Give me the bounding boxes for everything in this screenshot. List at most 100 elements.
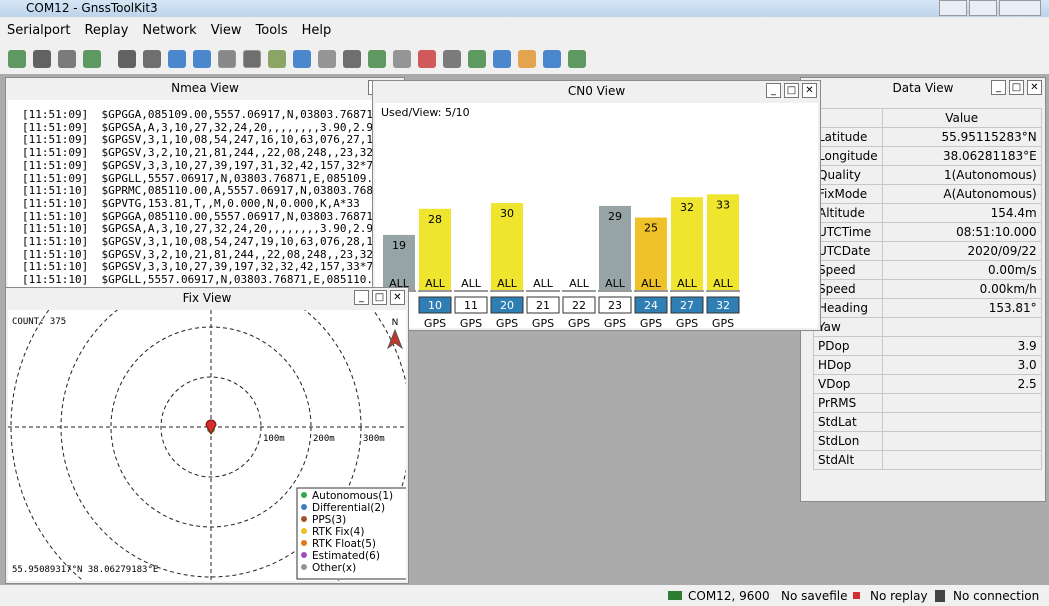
field-name: Speed (813, 260, 883, 280)
toolbar-button[interactable] (83, 50, 101, 68)
nmea-window: Nmea View _□ [11:51:09] $GPGGA,085109.00… (5, 77, 405, 302)
toolbar-button[interactable] (318, 50, 336, 68)
maximize-button[interactable]: □ (784, 83, 799, 98)
field-name: StdLat (813, 412, 883, 432)
toolbar-button[interactable] (368, 50, 386, 68)
cn0-bar (419, 208, 451, 290)
sat-id-box (598, 296, 632, 314)
field-name: FixMode (813, 184, 883, 204)
maximize-button[interactable]: □ (372, 290, 387, 305)
sat-id: 32 (716, 299, 730, 312)
nmea-line: [11:51:09] $GPGLL,5557.06917,N,03803.768… (22, 171, 402, 185)
toolbar-button[interactable] (343, 50, 361, 68)
sat-system: GPS (460, 317, 482, 328)
menu-item[interactable]: View (210, 23, 242, 38)
toolbar-button[interactable] (443, 50, 461, 68)
field-name: StdAlt (813, 450, 883, 470)
menu-item[interactable]: Replay (84, 23, 129, 38)
toolbar-button[interactable] (33, 50, 51, 68)
field-value: 2020/09/22 (881, 241, 1042, 261)
cn0-bar (383, 234, 415, 290)
legend-swatch (301, 552, 307, 558)
toolbar-button[interactable] (468, 50, 486, 68)
minimize-button[interactable] (939, 0, 967, 16)
maximize-button[interactable] (969, 0, 997, 16)
field-name: Latitude (813, 127, 883, 147)
field-name: UTCDate (813, 241, 883, 261)
data-row: Speed 0.00km/h (813, 279, 1042, 299)
toolbar-button[interactable] (543, 50, 561, 68)
minimize-button[interactable]: _ (766, 83, 781, 98)
field-value (881, 317, 1042, 337)
toolbar-button[interactable] (418, 50, 436, 68)
nmea-line: [11:51:09] $GPGSV,3,3,10,27,39,197,31,32… (22, 158, 380, 172)
nmea-line: [11:51:09] $GPGSV,3,1,10,08,54,247,16,10… (22, 133, 402, 147)
cn0-label: 32 (680, 201, 694, 214)
toolbar-button[interactable] (518, 50, 536, 68)
fix-count: COUNT: 375 (12, 317, 66, 327)
sat-system: GPS (712, 317, 734, 328)
group-label: ALL (461, 277, 482, 290)
close-button[interactable]: ✕ (802, 83, 817, 98)
position-pin (205, 419, 217, 436)
field-name: PrRMS (813, 393, 883, 413)
data-table: Value Latitude 55.95115283°N Longitude 38.0… (813, 108, 1042, 470)
sat-id-box (418, 296, 452, 314)
sat-system: GPS (496, 317, 518, 328)
toolbar-button[interactable] (218, 50, 236, 68)
data-row: Speed 0.00m/s (813, 260, 1042, 280)
toolbar-button[interactable] (58, 50, 76, 68)
toolbar-button[interactable] (493, 50, 511, 68)
cn0-window: CN0 View _ □ ✕ Used/View: 5/10 19 ALL 28 ALL 1… (372, 80, 821, 331)
sat-id: 27 (680, 299, 694, 312)
group-label: ALL (425, 277, 446, 290)
toolbar-button[interactable] (568, 50, 586, 68)
close-button[interactable] (999, 0, 1041, 16)
minimize-button[interactable]: _ (354, 290, 369, 305)
window-controls (939, 0, 1041, 16)
data-panel: Value Latitude 55.95115283°N Longitude 38.0… (803, 100, 1043, 499)
menu-item[interactable]: Tools (255, 23, 288, 38)
toolbar-button[interactable] (118, 50, 136, 68)
sat-id: 10 (428, 299, 442, 312)
group-label: ALL (569, 277, 590, 290)
legend-label: RTK Float(5) (312, 538, 376, 550)
field-name: HDop (813, 355, 883, 375)
menu-item[interactable]: Network (142, 23, 197, 38)
toolbar-button[interactable] (193, 50, 211, 68)
field-value (881, 450, 1042, 470)
toolbar-button[interactable] (243, 50, 261, 68)
legend-label: Autonomous(1) (312, 490, 393, 502)
menu-item[interactable]: Serialport (7, 23, 71, 38)
toolbar-button[interactable] (393, 50, 411, 68)
ring-label: 200m (313, 434, 335, 444)
toolbar-button[interactable] (143, 50, 161, 68)
maximize-button[interactable]: □ (1009, 80, 1024, 95)
field-value: 154.4m (881, 203, 1042, 223)
toolbar-button[interactable] (168, 50, 186, 68)
window-title: Fix View (182, 291, 232, 305)
cn0-panel: Used/View: 5/10 19 ALL 28 ALL 10 GPS ALL 11 GPS 3… (375, 103, 818, 328)
legend-swatch (301, 540, 307, 546)
sat-system: GPS (604, 317, 626, 328)
field-value: 55.95115283°N (881, 127, 1042, 147)
data-row: Latitude 55.95115283°N (813, 127, 1042, 147)
group-label: ALL (641, 277, 662, 290)
legend-label: Other(x) (312, 562, 356, 574)
field-value: 1(Autonomous) (881, 165, 1042, 185)
menu-item[interactable]: Help (301, 23, 332, 38)
replay-status: No replay (870, 589, 928, 603)
close-button[interactable]: ✕ (390, 290, 405, 305)
field-value: 0.00km/h (881, 279, 1042, 299)
minimize-button[interactable]: _ (991, 80, 1006, 95)
sat-id: 23 (608, 299, 622, 312)
legend-swatch (301, 516, 307, 522)
toolbar-button[interactable] (8, 50, 26, 68)
toolbar-button[interactable] (293, 50, 311, 68)
connection-status: No connection (953, 589, 1040, 603)
nmea-line: [11:51:09] $GPGSV,3,2,10,21,81,244,,22,0… (22, 146, 402, 160)
close-button[interactable]: ✕ (1027, 80, 1042, 95)
toolbar-button[interactable] (268, 50, 286, 68)
field-value (881, 431, 1042, 451)
